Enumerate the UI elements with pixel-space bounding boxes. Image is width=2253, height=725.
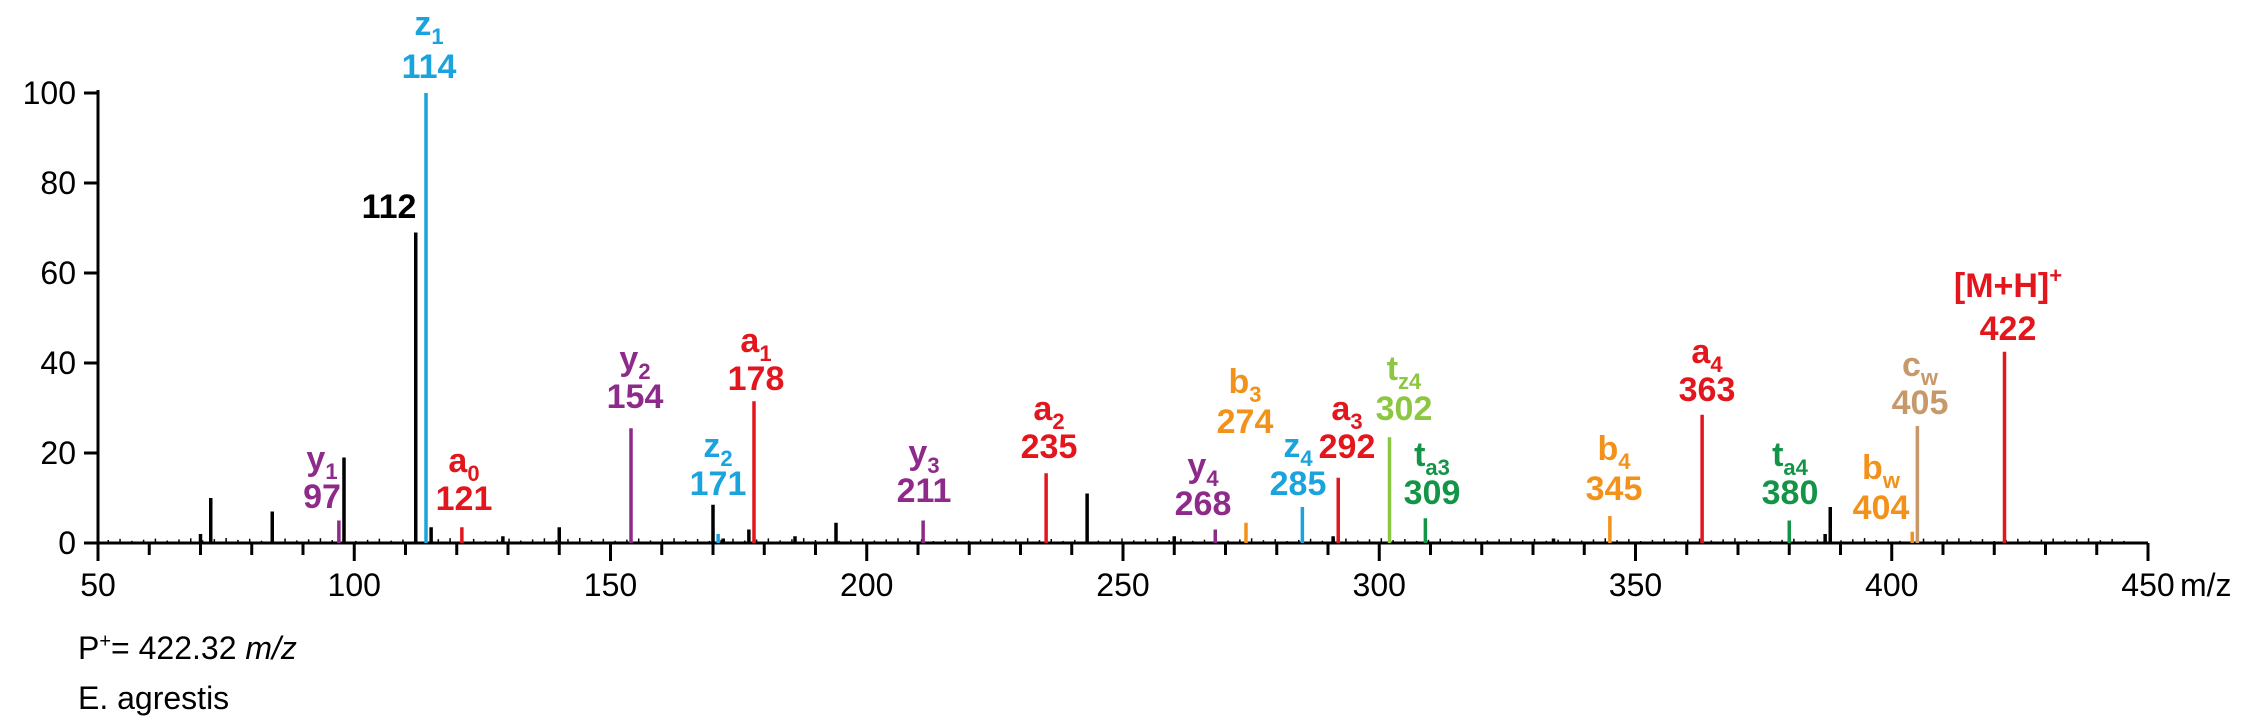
peak-ion-label: b4 <box>1597 430 1631 474</box>
peak-mz-label: 405 <box>1892 384 1949 422</box>
x-axis-unit: m/z <box>2180 567 2232 603</box>
y-tick-label: 100 <box>23 75 76 111</box>
peak-ion-label: ta4 <box>1772 436 1809 480</box>
x-tick-label: 100 <box>328 567 381 603</box>
peak-ion-label: cw <box>1902 346 1939 390</box>
peak-mz-label: 154 <box>607 378 664 416</box>
peak-ion-label: a3 <box>1331 390 1362 434</box>
peak-mz-label: 363 <box>1679 371 1736 409</box>
y-tick-label: 20 <box>40 435 76 471</box>
x-tick-label: 200 <box>840 567 893 603</box>
x-tick-label: 300 <box>1353 567 1406 603</box>
peak-mz-label: 171 <box>690 465 747 503</box>
peak-ion-label: z4 <box>1283 427 1313 471</box>
peak-ion-label: tz4 <box>1387 350 1422 394</box>
x-tick-label: 150 <box>584 567 637 603</box>
peak-ion-label: [M+H]+ <box>1954 263 2062 305</box>
y-tick-label: 0 <box>58 525 76 561</box>
peak-ion-label: a4 <box>1691 333 1723 377</box>
peak-mz-label: 309 <box>1404 474 1461 512</box>
peak-mz-label: 285 <box>1270 465 1327 503</box>
peak-ion-label: y3 <box>908 434 939 478</box>
peak-mz-label: 380 <box>1762 474 1819 512</box>
peak-mz-label: 274 <box>1217 403 1274 441</box>
peak-ion-label: a0 <box>448 442 479 486</box>
peak-ion-label: a1 <box>740 322 771 366</box>
peak-mz-label: 211 <box>897 472 952 510</box>
peak-mz-label: 121 <box>436 480 493 518</box>
species-name: E. agrestis <box>78 680 230 716</box>
axes: 0 20 40 60 80 100 50 100 150 200 250 300 350 400 450 m/… <box>23 75 2232 603</box>
peaks <box>107 93 2125 543</box>
y-tick-label: 80 <box>40 165 76 201</box>
y-tick-label: 40 <box>40 345 76 381</box>
peak-mz-label: 302 <box>1376 390 1433 428</box>
peak-ion-label: b3 <box>1228 363 1261 407</box>
x-tick-label: 350 <box>1609 567 1662 603</box>
x-tick-label: 450 <box>2121 567 2174 603</box>
precursor-mass-note: P+= 422.32 m/z <box>78 630 297 666</box>
peak-ion-label: a2 <box>1033 390 1064 434</box>
peak-ion-label: z2 <box>703 427 732 471</box>
peak-mz-label: 235 <box>1021 428 1078 466</box>
peak-mz-label: 112 <box>362 188 417 226</box>
peak-mz-label: 292 <box>1319 428 1376 466</box>
peak-mz-label: 114 <box>402 48 457 86</box>
peak-ion-label: y4 <box>1187 447 1219 491</box>
x-tick-label: 250 <box>1096 567 1149 603</box>
x-tick-label: 400 <box>1865 567 1918 603</box>
x-tick-label: 50 <box>80 567 116 603</box>
peak-mz-label: 345 <box>1586 470 1643 508</box>
peak-ion-label: y1 <box>306 440 337 484</box>
peak-mz-label: 97 <box>303 478 341 516</box>
peak-mz-label: 268 <box>1175 485 1232 523</box>
peak-ion-label: y2 <box>619 340 650 384</box>
peak-ion-label: bw <box>1862 449 1901 493</box>
peak-ion-label: z1 <box>414 5 443 49</box>
peak-mz-label: 178 <box>728 360 785 398</box>
y-tick-label: 60 <box>40 255 76 291</box>
mass-spectrum-chart: 0 20 40 60 80 100 50 100 150 200 250 300 350 400 450 m/… <box>23 5 2232 603</box>
peak-mz-label: 422 <box>1980 310 2037 348</box>
peak-ion-label: ta3 <box>1414 436 1450 480</box>
peak-mz-label: 404 <box>1853 489 1910 527</box>
